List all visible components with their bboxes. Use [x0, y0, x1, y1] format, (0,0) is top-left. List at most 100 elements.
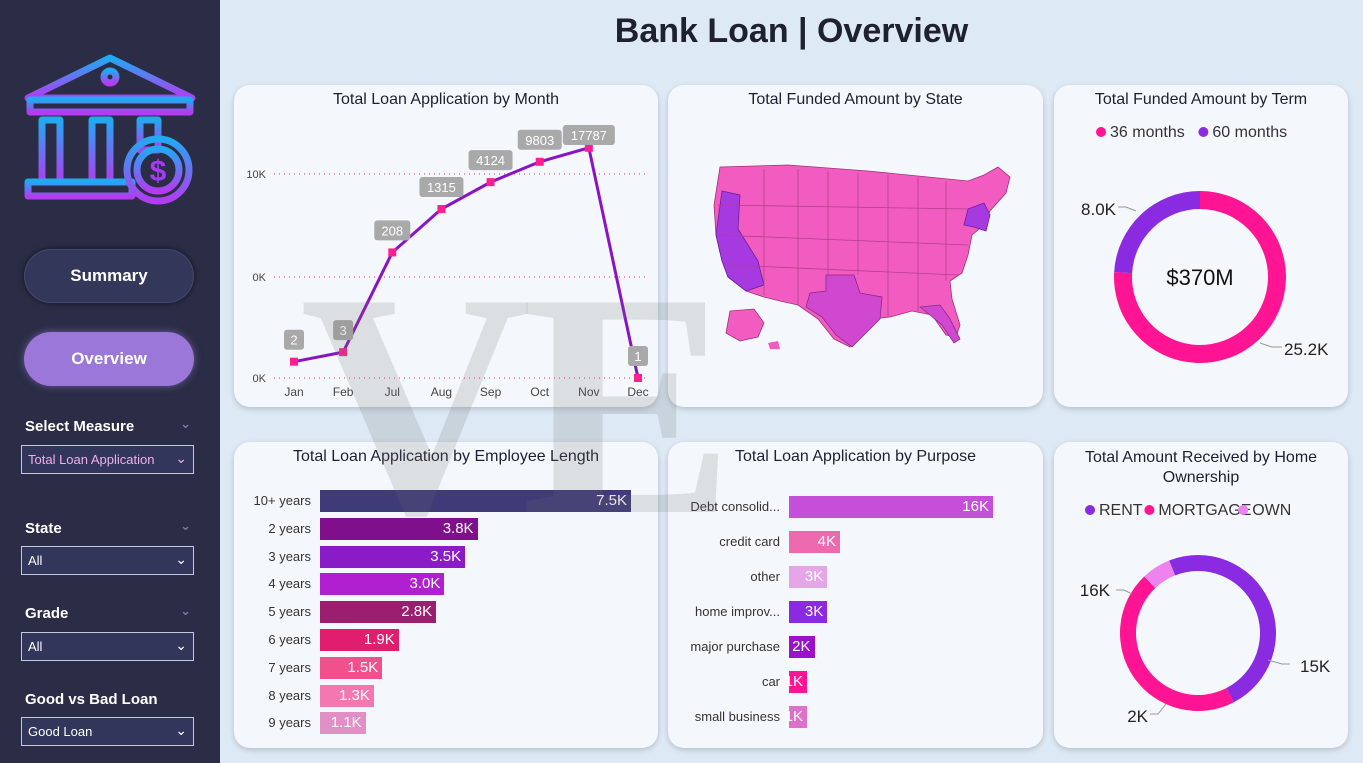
- data-point[interactable]: [535, 157, 544, 166]
- bar[interactable]: 3.8K: [320, 517, 478, 540]
- good-bad-loan-dropdown[interactable]: Good Loan ⌄: [21, 717, 194, 746]
- data-label: 1315: [427, 180, 456, 195]
- month-line-chart-card[interactable]: Total Loan Application by Month 10K 0K 0K 2…: [234, 85, 658, 407]
- slice-label: 8.0K: [1081, 200, 1117, 219]
- data-point[interactable]: [634, 374, 642, 382]
- bar-value-label: 3K: [804, 568, 824, 585]
- donut-slice[interactable]: [1144, 560, 1176, 589]
- select-measure-label-text: Select Measure: [25, 418, 135, 435]
- data-point[interactable]: [290, 357, 298, 366]
- donut-slice[interactable]: [1169, 554, 1277, 703]
- bank-logo-icon: $: [24, 54, 196, 205]
- bar[interactable]: 3K: [789, 566, 828, 588]
- legend-label[interactable]: OWN: [1252, 502, 1291, 519]
- grade-dropdown[interactable]: All ⌄: [21, 632, 194, 661]
- data-label-box: [374, 220, 411, 241]
- bar[interactable]: 1K: [785, 706, 807, 728]
- data-label-box: [468, 150, 513, 171]
- bar[interactable]: 16K: [789, 496, 993, 518]
- bar-value-label: 16K: [962, 498, 989, 515]
- bar[interactable]: 2.8K: [320, 601, 437, 624]
- bar[interactable]: 1.9K: [320, 629, 399, 651]
- us-state-map[interactable]: [668, 85, 1043, 407]
- state-borders: [717, 169, 969, 317]
- term-donut-card[interactable]: Total Funded Amount by Term 36 months 60 …: [1054, 85, 1348, 407]
- employee-length-card[interactable]: Total Loan Application by Employee Lengt…: [234, 442, 658, 748]
- state-dropdown[interactable]: All ⌄: [21, 546, 194, 575]
- chevron-down-icon[interactable]: ⌄: [180, 416, 191, 431]
- bar[interactable]: 1.1K: [320, 712, 366, 735]
- legend-label[interactable]: 60 months: [1212, 124, 1287, 141]
- data-point[interactable]: [584, 143, 593, 152]
- employee-length-bar-chart[interactable]: 10+ years 7.5K 2 years 3.8K 3 years 3.5K 4 yea…: [234, 442, 658, 748]
- slice-label: 2K: [1127, 707, 1148, 726]
- grade-label: Grade ⌄: [25, 603, 195, 622]
- good-bad-loan-label-text: Good vs Bad Loan: [25, 691, 158, 708]
- bar-category-label: car: [761, 674, 780, 689]
- data-point[interactable]: [437, 205, 446, 214]
- bar-category-label: home improv...: [694, 604, 780, 619]
- bar-category-label: 3 years: [268, 548, 311, 564]
- new-york-shape[interactable]: [963, 202, 991, 232]
- donut-center-label: $370M: [1166, 265, 1233, 290]
- bar[interactable]: 1.5K: [320, 656, 383, 679]
- bar[interactable]: 4K: [789, 531, 840, 553]
- data-label: 17787: [571, 128, 607, 143]
- summary-button[interactable]: Summary: [24, 249, 194, 303]
- donut-slice[interactable]: [1120, 576, 1234, 711]
- legend-label[interactable]: MORTGAGE: [1158, 502, 1251, 519]
- bar-category-label: 10+ years: [253, 493, 311, 508]
- legend-label[interactable]: 36 months: [1110, 124, 1185, 141]
- dropdown-arrow-icon[interactable]: ⌄: [175, 637, 187, 653]
- purpose-card[interactable]: Total Loan Application by Purpose Debt c…: [668, 442, 1043, 748]
- state-label-text: State: [25, 520, 62, 537]
- bar-value-label: 2.8K: [401, 603, 433, 621]
- chevron-down-icon[interactable]: ⌄: [180, 518, 191, 533]
- dropdown-arrow-icon[interactable]: ⌄: [175, 450, 187, 466]
- data-point[interactable]: [486, 178, 495, 187]
- purpose-bar-chart[interactable]: Debt consolid... 16K credit card 4K other 3K h…: [668, 442, 1043, 748]
- bar-category-label: 9 years: [268, 715, 311, 731]
- x-tick-label: Sep: [480, 385, 502, 399]
- bar-value-label: 1.5K: [347, 658, 379, 676]
- alaska-shape[interactable]: [725, 308, 765, 342]
- bar[interactable]: 1.3K: [320, 684, 374, 707]
- select-measure-value: Total Loan Application: [28, 452, 155, 467]
- home-ownership-card[interactable]: Total Amount Received by Home Ownership …: [1054, 442, 1348, 748]
- donut-slice[interactable]: [1114, 191, 1200, 274]
- chevron-down-icon[interactable]: ⌄: [180, 603, 191, 618]
- dropdown-arrow-icon[interactable]: ⌄: [175, 722, 187, 738]
- data-point[interactable]: [339, 348, 348, 357]
- bar[interactable]: 3.0K: [320, 573, 445, 596]
- texas-shape[interactable]: [805, 274, 883, 348]
- dropdown-arrow-icon[interactable]: ⌄: [175, 551, 187, 567]
- legend-marker: [1085, 505, 1095, 515]
- bar-category-label: 4 years: [268, 576, 311, 592]
- bar-category-label: major purchase: [690, 639, 780, 654]
- bar-value-label: 2K: [792, 638, 811, 655]
- state-map-title: Total Funded Amount by State: [748, 91, 963, 108]
- state-map-card[interactable]: Total Funded Amount by State: [668, 85, 1043, 407]
- overview-button[interactable]: Overview: [24, 332, 194, 386]
- bar-value-label: 7.5K: [596, 492, 627, 509]
- series-line: [293, 145, 640, 379]
- bar[interactable]: 3.5K: [320, 545, 466, 568]
- hawaii-shape[interactable]: [768, 341, 780, 349]
- slice-label: 16K: [1080, 581, 1111, 600]
- bar[interactable]: 1K: [785, 671, 807, 693]
- bar[interactable]: 3K: [789, 601, 828, 623]
- data-point[interactable]: [388, 248, 397, 257]
- bar[interactable]: 7.5K: [320, 490, 631, 512]
- good-bad-loan-label: Good vs Bad Loan: [25, 691, 195, 708]
- month-line-chart[interactable]: 10K 0K 0K 2 Jan 3 Feb 208 Jul 1315 Aug 4124 Sep 9803 O…: [234, 85, 658, 407]
- home-ownership-donut-chart[interactable]: RENT MORTGAGE OWN 16K 15K 2K: [1054, 442, 1348, 748]
- select-measure-label: Select Measure ⌄: [25, 416, 195, 435]
- select-measure-dropdown[interactable]: Total Loan Application ⌄: [21, 445, 194, 474]
- leader-line: [1116, 589, 1133, 595]
- florida-shape[interactable]: [918, 304, 961, 344]
- y-tick-label: 10K: [246, 169, 266, 181]
- bar-value-label: 1.3K: [339, 686, 370, 704]
- term-donut-chart[interactable]: 36 months 60 months $370M 25.2K 8.0K: [1054, 85, 1348, 407]
- bar[interactable]: 2K: [789, 636, 815, 658]
- legend-label[interactable]: RENT: [1099, 502, 1143, 519]
